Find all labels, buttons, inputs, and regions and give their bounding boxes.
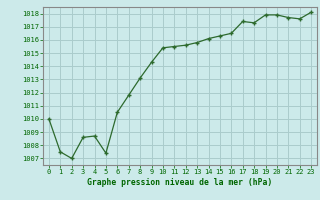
X-axis label: Graphe pression niveau de la mer (hPa): Graphe pression niveau de la mer (hPa) (87, 178, 273, 187)
